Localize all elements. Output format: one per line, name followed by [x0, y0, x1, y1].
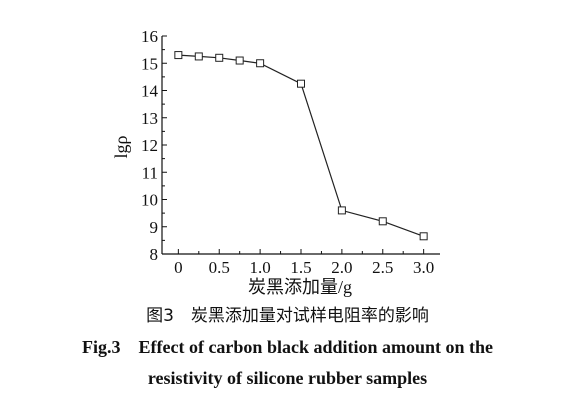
data-point [378, 217, 387, 226]
x-tick-label: 1.5 [290, 258, 311, 277]
series [174, 51, 428, 241]
x-tick-label: 0.5 [209, 258, 230, 277]
y-axis-title: lgρ [111, 135, 131, 158]
x-axis-title: 炭黑添加量/g [248, 277, 352, 297]
y-tick-label: 16 [141, 27, 158, 46]
y-tick-label: 8 [150, 245, 159, 264]
x-tick-label: 2.0 [331, 258, 352, 277]
y-tick-label: 14 [141, 82, 159, 101]
x-tick-label: 0 [174, 258, 183, 277]
x-tick-label: 3.0 [413, 258, 434, 277]
data-point [235, 56, 244, 65]
y-tick-label: 11 [142, 163, 158, 182]
y-tick-label: 10 [141, 191, 158, 210]
figure-caption-english-line2: resistivity of silicone rubber samples [147, 368, 428, 388]
data-point [215, 53, 224, 62]
y-tick-label: 12 [141, 136, 158, 155]
ticks: 8 9 10 11 12 13 14 15 16 0 0.5 1.0 1.5 2.0 2.5 3.0 [141, 27, 434, 277]
axes [161, 36, 440, 255]
y-tick-label: 15 [141, 54, 158, 73]
data-point [256, 59, 265, 68]
x-tick-label: 1.0 [249, 258, 270, 277]
data-point [297, 79, 305, 88]
data-point [419, 232, 428, 241]
y-tick-label: 9 [150, 218, 159, 237]
figure-caption-chinese: 图3 炭黑添加量对试样电阻率的影响 [146, 306, 429, 326]
y-tick-label: 13 [141, 109, 158, 128]
data-point [194, 52, 203, 61]
caption-english-text: Effect of carbon black addition amount o… [138, 337, 493, 357]
data-point [337, 206, 346, 215]
x-tick-label: 2.5 [372, 258, 393, 277]
figure-label: Fig.3 [81, 337, 121, 357]
figure-caption-english-line1: Fig.3 Effect of carbon black addition amo… [0, 337, 575, 358]
data-point [174, 51, 183, 60]
